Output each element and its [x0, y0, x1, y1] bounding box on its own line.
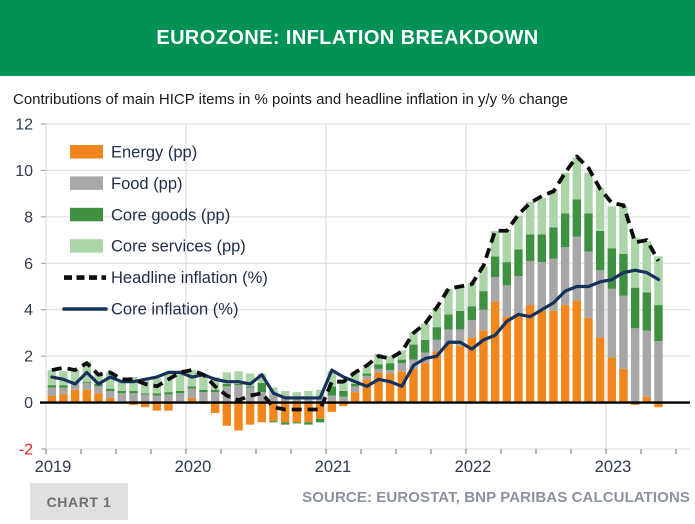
bars-core-services-pp [47, 157, 663, 397]
svg-text:6: 6 [24, 256, 33, 273]
legend-swatch [70, 207, 103, 222]
svg-text:2: 2 [24, 349, 33, 366]
legend-label: Core inflation (%) [111, 301, 238, 319]
legend-item-energy-pp: Energy (pp) [70, 144, 197, 162]
legend-item-core-services-pp: Core services (pp) [70, 238, 246, 256]
svg-text:10: 10 [15, 163, 33, 180]
svg-text:12: 12 [15, 117, 33, 134]
legend-label: Headline inflation (%) [111, 269, 268, 287]
legend-label: Energy (pp) [111, 144, 197, 162]
svg-text:0: 0 [24, 395, 33, 412]
svg-text:2023: 2023 [595, 458, 632, 476]
svg-text:2022: 2022 [455, 458, 492, 476]
legend-item-headline-inflation: Headline inflation (%) [64, 269, 268, 287]
svg-text:-2: -2 [19, 442, 33, 459]
title-banner: EUROZONE: INFLATION BREAKDOWN [0, 0, 695, 76]
legend-label: Core goods (pp) [111, 206, 230, 224]
y-axis: -2 0 2 4 6 8 10 12 [15, 117, 46, 459]
chart-number-badge: CHART 1 [30, 483, 128, 520]
headline-inflation-line [51, 154, 661, 412]
svg-text:2021: 2021 [315, 458, 352, 476]
source-credit: SOURCE: EUROSTAT, BNP PARIBAS CALCULATIO… [302, 489, 690, 506]
bars-energy-pp [47, 300, 663, 431]
legend-swatch [70, 176, 103, 190]
bars-food-pp [47, 236, 663, 403]
legend-swatch [70, 145, 103, 159]
legend-label: Core services (pp) [111, 238, 246, 256]
x-axis: 2019 2020 2021 2022 2023 [35, 449, 677, 476]
page-title: EUROZONE: INFLATION BREAKDOWN [156, 26, 539, 49]
inflation-breakdown-chart: -2 0 2 4 6 8 10 12 2019 2020 2021 2022 2023 Energy (p… [15, 117, 690, 476]
bars-core-goods-pp [47, 199, 663, 425]
legend-swatch [70, 239, 103, 253]
legend: Energy (pp) Food (pp) Core goods (pp) Core … [62, 144, 268, 319]
legend-item-food-pp: Food (pp) [70, 175, 183, 193]
legend-label: Food (pp) [111, 175, 183, 193]
core-inflation-line [50, 268, 661, 400]
legend-item-core-inflation: Core inflation (%) [62, 301, 238, 319]
svg-text:8: 8 [24, 209, 33, 226]
legend-item-core-goods-pp: Core goods (pp) [70, 206, 230, 224]
chart-subtitle: Contributions of main HICP items in % po… [13, 91, 569, 108]
svg-text:2020: 2020 [175, 458, 212, 476]
svg-text:4: 4 [24, 302, 33, 319]
svg-text:2019: 2019 [35, 458, 72, 476]
